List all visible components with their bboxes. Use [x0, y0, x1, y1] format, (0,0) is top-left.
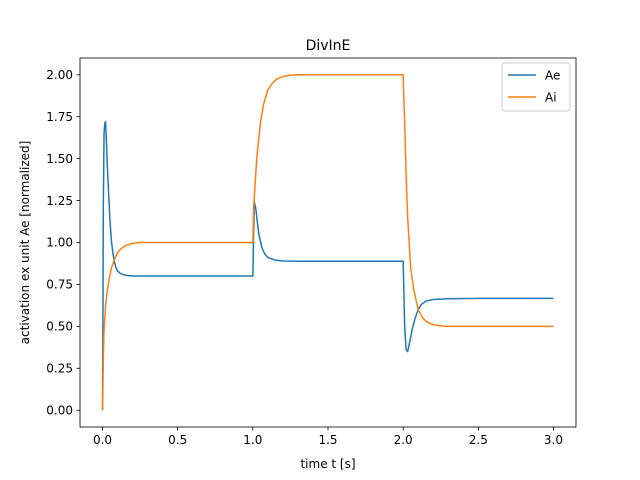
x-tick-label: 1.5: [318, 433, 337, 447]
y-tick-label: 0.00: [46, 403, 73, 417]
series-line-ai: [101, 74, 554, 411]
y-tick-label: 1.25: [46, 194, 73, 208]
x-tick-label: 2.5: [469, 433, 488, 447]
x-tick-label: 0.5: [168, 433, 187, 447]
y-tick-label: 1.50: [46, 152, 73, 166]
y-tick-label: 2.00: [46, 68, 73, 82]
chart-title: DivInE: [306, 38, 351, 54]
y-tick-label: 0.75: [46, 278, 73, 292]
y-tick-label: 0.50: [46, 320, 73, 334]
y-axis-label: activation ex unit Ae [normalized]: [18, 141, 32, 345]
x-tick-label: 3.0: [544, 433, 563, 447]
x-tick-label: 2.0: [394, 433, 413, 447]
y-axis: 0.00 0.25 0.50 0.75 1.00 1.25 1.50 1.75 2.00: [46, 68, 80, 417]
y-tick-label: 1.75: [46, 110, 73, 124]
x-axis-label: time t [s]: [300, 457, 355, 471]
legend-label-ai: Ai: [545, 91, 557, 105]
y-tick-label: 1.00: [46, 236, 73, 250]
legend-label-ae: Ae: [545, 69, 560, 83]
x-tick-label: 1.0: [243, 433, 262, 447]
legend: Ae Ai: [501, 62, 571, 112]
x-axis: 0.0 0.5 1.0 1.5 2.0 2.5 3.0: [93, 427, 563, 447]
y-tick-label: 0.25: [46, 361, 73, 375]
plot-area: [101, 74, 554, 411]
x-tick-label: 0.0: [93, 433, 112, 447]
